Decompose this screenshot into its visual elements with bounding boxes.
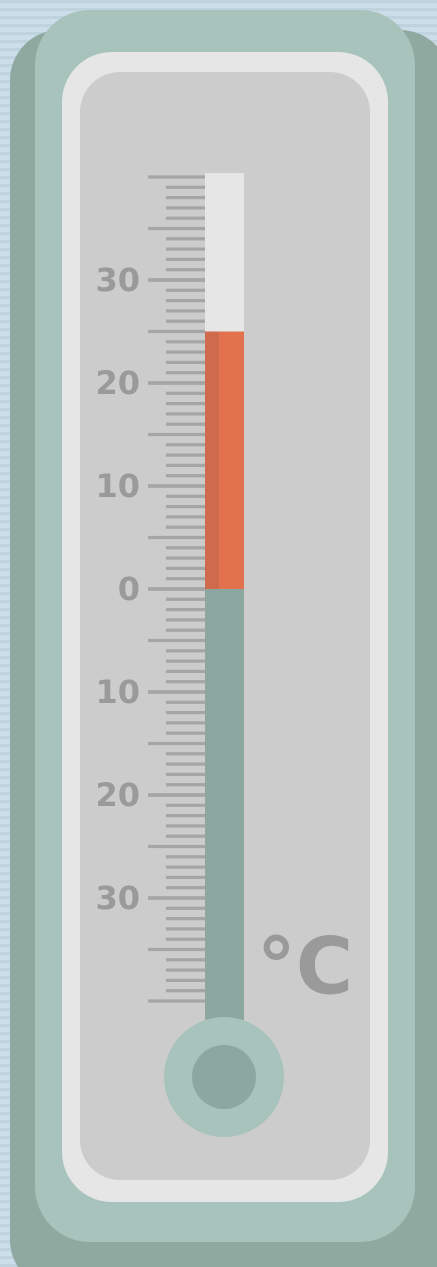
minor-tick bbox=[166, 906, 205, 910]
minor-tick bbox=[166, 340, 205, 344]
minor-tick bbox=[166, 628, 205, 632]
minor-tick bbox=[166, 371, 205, 375]
minor-tick bbox=[166, 422, 205, 426]
minor-tick bbox=[166, 618, 205, 622]
minor-tick bbox=[166, 299, 205, 303]
minor-tick bbox=[166, 319, 205, 323]
minor-tick bbox=[166, 505, 205, 509]
minor-tick bbox=[166, 659, 205, 663]
tick-label: 10 bbox=[95, 673, 140, 711]
labeled-tick bbox=[148, 896, 205, 900]
minor-tick bbox=[166, 350, 205, 354]
minor-tick bbox=[166, 917, 205, 921]
minor-tick bbox=[166, 288, 205, 292]
minor-tick bbox=[166, 216, 205, 220]
minor-tick bbox=[166, 783, 205, 787]
minor-tick bbox=[166, 206, 205, 210]
stem bbox=[205, 589, 244, 1060]
minor-tick bbox=[166, 257, 205, 261]
minor-tick bbox=[166, 443, 205, 447]
major-tick bbox=[148, 175, 205, 179]
labeled-tick bbox=[148, 587, 205, 591]
minor-tick bbox=[166, 360, 205, 364]
labeled-tick bbox=[148, 484, 205, 488]
minor-tick bbox=[166, 515, 205, 519]
labeled-tick bbox=[148, 381, 205, 385]
bulb bbox=[192, 1045, 256, 1109]
mercury-group bbox=[205, 331, 244, 589]
minor-tick bbox=[166, 762, 205, 766]
minor-tick bbox=[166, 700, 205, 704]
minor-tick bbox=[166, 721, 205, 725]
minor-tick bbox=[166, 237, 205, 241]
minor-tick bbox=[166, 772, 205, 776]
minor-tick bbox=[166, 803, 205, 807]
major-tick bbox=[148, 844, 205, 849]
major-tick bbox=[148, 432, 205, 437]
tick-label: 20 bbox=[95, 776, 140, 814]
minor-tick bbox=[166, 680, 205, 684]
minor-tick bbox=[166, 834, 205, 838]
minor-tick bbox=[166, 309, 205, 313]
major-tick bbox=[148, 999, 205, 1003]
unit-label: °C bbox=[257, 922, 353, 1012]
minor-tick bbox=[166, 463, 205, 467]
minor-tick bbox=[166, 525, 205, 529]
minor-tick bbox=[166, 402, 205, 406]
major-tick bbox=[148, 638, 205, 643]
minor-tick bbox=[166, 649, 205, 653]
labeled-tick bbox=[148, 278, 205, 282]
minor-tick bbox=[166, 855, 205, 859]
major-tick bbox=[148, 535, 205, 540]
minor-tick bbox=[166, 937, 205, 941]
minor-tick bbox=[166, 865, 205, 869]
scale: 30 20 10 0 10 20 30 bbox=[95, 175, 205, 1003]
tick-label: 20 bbox=[95, 364, 140, 402]
minor-tick bbox=[166, 597, 205, 601]
minor-tick bbox=[166, 566, 205, 570]
minor-tick bbox=[166, 752, 205, 756]
minor-tick bbox=[166, 268, 205, 272]
minor-tick bbox=[166, 731, 205, 735]
minor-tick bbox=[166, 247, 205, 251]
major-tick bbox=[148, 329, 205, 334]
labeled-tick bbox=[148, 690, 205, 694]
minor-tick bbox=[166, 412, 205, 416]
minor-tick bbox=[166, 494, 205, 498]
labeled-tick bbox=[148, 793, 205, 797]
minor-tick bbox=[166, 608, 205, 612]
minor-tick bbox=[166, 814, 205, 818]
minor-tick bbox=[166, 185, 205, 189]
minor-tick bbox=[166, 968, 205, 972]
mercury-shade bbox=[205, 331, 219, 589]
minor-tick bbox=[166, 453, 205, 457]
minor-tick bbox=[166, 886, 205, 890]
minor-tick bbox=[166, 669, 205, 673]
minor-tick bbox=[166, 927, 205, 931]
tick-label: 10 bbox=[95, 467, 140, 505]
minor-tick bbox=[166, 989, 205, 993]
minor-tick bbox=[166, 824, 205, 828]
tick-label: 30 bbox=[95, 261, 140, 299]
minor-tick bbox=[166, 577, 205, 581]
minor-tick bbox=[166, 978, 205, 982]
minor-tick bbox=[166, 556, 205, 560]
major-tick bbox=[148, 947, 205, 952]
minor-tick bbox=[166, 391, 205, 395]
major-tick bbox=[148, 226, 205, 231]
minor-tick bbox=[166, 196, 205, 200]
minor-tick bbox=[166, 958, 205, 962]
minor-tick bbox=[166, 546, 205, 550]
minor-tick bbox=[166, 474, 205, 478]
minor-tick bbox=[166, 711, 205, 715]
tick-label: 30 bbox=[95, 879, 140, 917]
major-tick bbox=[148, 741, 205, 746]
minor-tick bbox=[166, 875, 205, 879]
tick-label: 0 bbox=[118, 570, 140, 608]
